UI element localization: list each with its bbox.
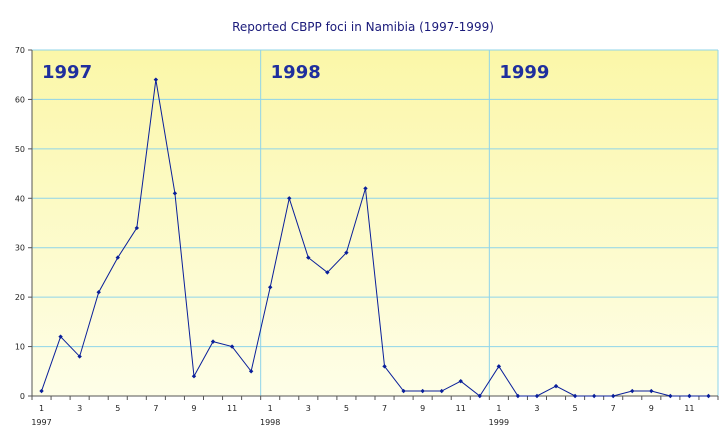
year-label: 1999: [499, 62, 549, 83]
x-tick-label: 1: [496, 404, 501, 413]
data-point: [248, 369, 254, 374]
data-point: [153, 77, 159, 82]
data-point: [458, 378, 463, 384]
data-point: [687, 393, 692, 399]
data-point: [420, 388, 425, 394]
data-point: [439, 388, 444, 394]
data-point: [630, 388, 635, 394]
x-tick-label: 7: [611, 404, 616, 413]
series-cbpp-foci: [39, 77, 711, 399]
x-tick-label: 5: [115, 404, 120, 413]
series-line: [41, 79, 709, 397]
y-tick-label: 70: [15, 46, 25, 55]
data-point: [382, 364, 387, 369]
y-tick-label: 60: [15, 95, 25, 104]
data-point: [344, 250, 349, 255]
x-tick-label: 1: [268, 404, 273, 413]
data-point: [401, 388, 406, 394]
data-point: [496, 364, 502, 369]
x-tick-label: 11: [227, 404, 237, 413]
x-tick-label: 3: [534, 404, 539, 413]
data-point: [649, 388, 654, 394]
x-tick-label: 9: [420, 404, 425, 413]
x-year-tick-label: 1997: [31, 418, 51, 427]
data-point: [534, 393, 540, 399]
x-tick-label: 3: [77, 404, 82, 413]
data-point: [553, 383, 559, 389]
data-point: [267, 285, 273, 290]
x-tick-label: 3: [306, 404, 311, 413]
x-tick-label: 9: [649, 404, 654, 413]
x-year-tick-label: 1998: [260, 418, 280, 427]
gridlines: [32, 49, 719, 396]
data-point: [363, 186, 368, 191]
x-tick-label: 11: [684, 404, 694, 413]
data-point: [515, 393, 521, 399]
x-tick-label: 1: [39, 404, 44, 413]
data-point: [287, 196, 292, 201]
data-point: [191, 374, 197, 379]
year-label: 1998: [271, 62, 321, 83]
data-point: [58, 334, 63, 339]
chart-title: Reported CBPP foci in Namibia (1997-1999…: [232, 20, 494, 34]
data-point: [210, 339, 216, 344]
plot-area: [32, 50, 718, 396]
data-point: [572, 393, 578, 399]
data-point: [96, 290, 101, 295]
y-tick-label: 40: [15, 194, 25, 203]
data-point: [134, 225, 140, 231]
data-point: [706, 393, 711, 399]
data-point: [306, 255, 311, 260]
data-point: [77, 354, 82, 359]
data-point: [39, 388, 44, 394]
y-tick-label: 50: [15, 145, 25, 154]
data-point: [172, 191, 178, 196]
data-point: [610, 393, 616, 399]
x-tick-label: 9: [191, 404, 196, 413]
y-tick-label: 10: [15, 343, 25, 352]
data-point: [229, 344, 235, 349]
x-tick-label: 5: [573, 404, 578, 413]
y-tick-label: 20: [15, 293, 25, 302]
data-point: [591, 393, 597, 399]
y-axis-tick-labels: 0 10 20 30 40 50 60 70: [15, 46, 25, 401]
data-point: [668, 393, 673, 399]
year-labels: 1997 1998 1999: [42, 62, 549, 83]
year-label: 1997: [42, 62, 92, 83]
y-tick-label: 30: [15, 244, 25, 253]
data-point: [115, 255, 120, 260]
data-point: [477, 393, 483, 399]
data-point: [325, 270, 330, 275]
x-tick-label: 7: [153, 404, 158, 413]
x-tick-label: 7: [382, 404, 387, 413]
x-year-tick-label: 1999: [489, 418, 509, 427]
x-tick-label: 5: [344, 404, 349, 413]
x-tick-label: 11: [456, 404, 466, 413]
y-tick-label: 0: [20, 392, 25, 401]
